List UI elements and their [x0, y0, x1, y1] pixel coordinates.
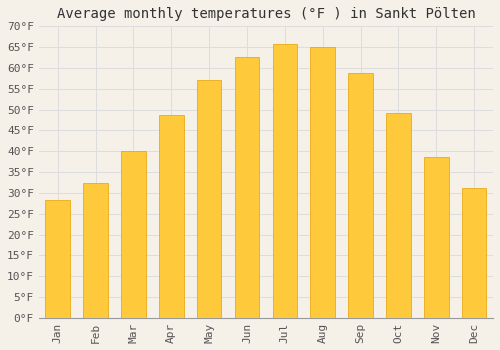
Bar [159, 116, 184, 318]
Bar [197, 80, 222, 318]
Bar [310, 47, 335, 318]
Bar [84, 183, 108, 318]
Bar [234, 57, 260, 318]
Bar [386, 113, 410, 318]
Bar [348, 73, 373, 318]
Bar [424, 157, 448, 318]
Title: Average monthly temperatures (°F ) in Sankt Pölten: Average monthly temperatures (°F ) in Sa… [56, 7, 476, 21]
Bar [121, 151, 146, 318]
Bar [462, 188, 486, 318]
Bar [46, 199, 70, 318]
Bar [272, 44, 297, 318]
